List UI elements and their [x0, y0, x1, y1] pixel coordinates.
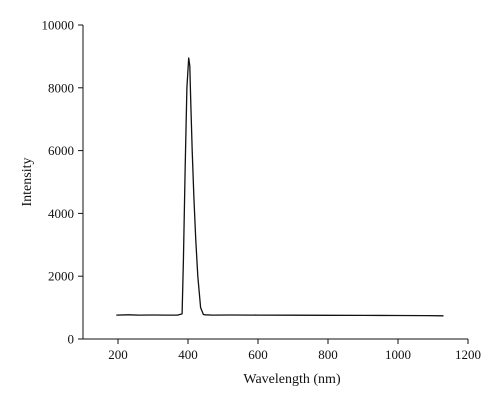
y-tick-label: 4000 [48, 206, 74, 221]
plot-area: 200 400 600 800 1000 1200 0 2000 4000 6000 8000 10… [42, 18, 482, 363]
y-axis-ticks: 0 2000 4000 6000 8000 10000 [42, 18, 83, 347]
x-axis-ticks: 200 400 600 800 1000 1200 [108, 339, 481, 362]
x-axis-title: Wavelength (nm) [243, 372, 341, 387]
y-axis-title: Intensity [20, 158, 35, 207]
x-tick-label: 600 [248, 347, 268, 362]
x-tick-label: 400 [178, 347, 198, 362]
y-tick-label: 10000 [42, 18, 75, 33]
y-tick-label: 2000 [48, 269, 74, 284]
x-tick-label: 1000 [385, 347, 411, 362]
y-tick-label: 6000 [48, 143, 74, 158]
spectrum-series-line [116, 57, 444, 317]
y-tick-label: 8000 [48, 80, 74, 95]
x-tick-label: 200 [108, 347, 128, 362]
x-tick-label: 1200 [455, 347, 481, 362]
x-tick-label: 800 [318, 347, 338, 362]
y-tick-label: 0 [68, 332, 75, 347]
